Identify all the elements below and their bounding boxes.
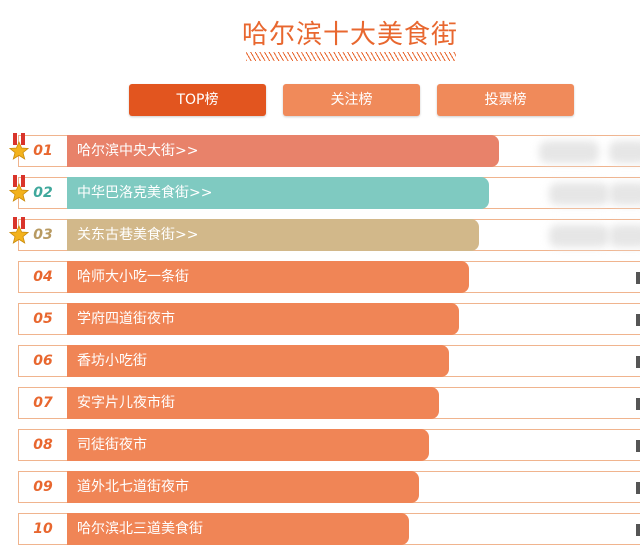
truncated-score [636, 482, 640, 494]
blurred-score-extra [609, 141, 640, 163]
ranking-bar[interactable]: 香坊小吃街 [67, 345, 449, 377]
ranking-row[interactable]: 07 安字片儿夜市街 [18, 387, 640, 419]
ranking-row[interactable]: 03 关东古巷美食街>> [9, 217, 640, 251]
ranking-bar[interactable]: 哈尔滨北三道美食街 [67, 513, 409, 545]
rank-number: 05 [33, 311, 53, 327]
tab-follow[interactable]: 关注榜 [283, 84, 420, 116]
medal-icon [9, 133, 29, 160]
blurred-score [549, 225, 609, 247]
blurred-score [539, 141, 599, 163]
ranking-tabs: TOP榜 关注榜 投票榜 [0, 84, 640, 116]
ranking-row[interactable]: 08 司徒街夜市 [18, 429, 640, 461]
ranking-row[interactable]: 05 学府四道街夜市 [18, 303, 640, 335]
ranking-row[interactable]: 09 道外北七道街夜市 [18, 471, 640, 503]
blurred-score [549, 183, 609, 205]
tab-vote[interactable]: 投票榜 [437, 84, 574, 116]
blurred-score-extra [609, 225, 640, 247]
rank-number: 02 [33, 185, 53, 201]
title-underline-decoration [246, 52, 456, 61]
ranking-row[interactable]: 04 哈师大小吃一条街 [18, 261, 640, 293]
truncated-score [636, 356, 640, 368]
ranking-bar[interactable]: 安字片儿夜市街 [67, 387, 439, 419]
truncated-score [636, 272, 640, 284]
medal-icon [9, 175, 29, 202]
ranking-row[interactable]: 01 哈尔滨中央大街>> [9, 133, 640, 167]
rank-number: 07 [33, 395, 53, 411]
rank-number: 08 [33, 437, 53, 453]
ranking-bar[interactable]: 哈师大小吃一条街 [67, 261, 469, 293]
ranking-bar[interactable]: 中华巴洛克美食街>> [67, 177, 489, 209]
truncated-score [636, 524, 640, 536]
truncated-score [636, 440, 640, 452]
rank-number: 01 [33, 143, 53, 159]
ranking-row[interactable]: 06 香坊小吃街 [18, 345, 640, 377]
ranking-bar[interactable]: 学府四道街夜市 [67, 303, 459, 335]
blurred-score-extra [609, 183, 640, 205]
tab-top[interactable]: TOP榜 [129, 84, 266, 116]
ranking-bar[interactable]: 司徒街夜市 [67, 429, 429, 461]
rank-number: 03 [33, 227, 53, 243]
ranking-row[interactable]: 10 哈尔滨北三道美食街 [18, 513, 640, 545]
rank-number: 06 [33, 353, 53, 369]
rank-number: 04 [33, 269, 53, 285]
ranking-bar[interactable]: 关东古巷美食街>> [67, 219, 479, 251]
medal-icon [9, 217, 29, 244]
rank-number: 10 [33, 521, 53, 537]
truncated-score [636, 398, 640, 410]
truncated-score [636, 314, 640, 326]
ranking-row[interactable]: 02 中华巴洛克美食街>> [9, 175, 640, 209]
ranking-bar[interactable]: 哈尔滨中央大街>> [67, 135, 499, 167]
page-title: 哈尔滨十大美食街 [241, 20, 458, 50]
ranking-bar[interactable]: 道外北七道街夜市 [67, 471, 419, 503]
rank-number: 09 [33, 479, 53, 495]
